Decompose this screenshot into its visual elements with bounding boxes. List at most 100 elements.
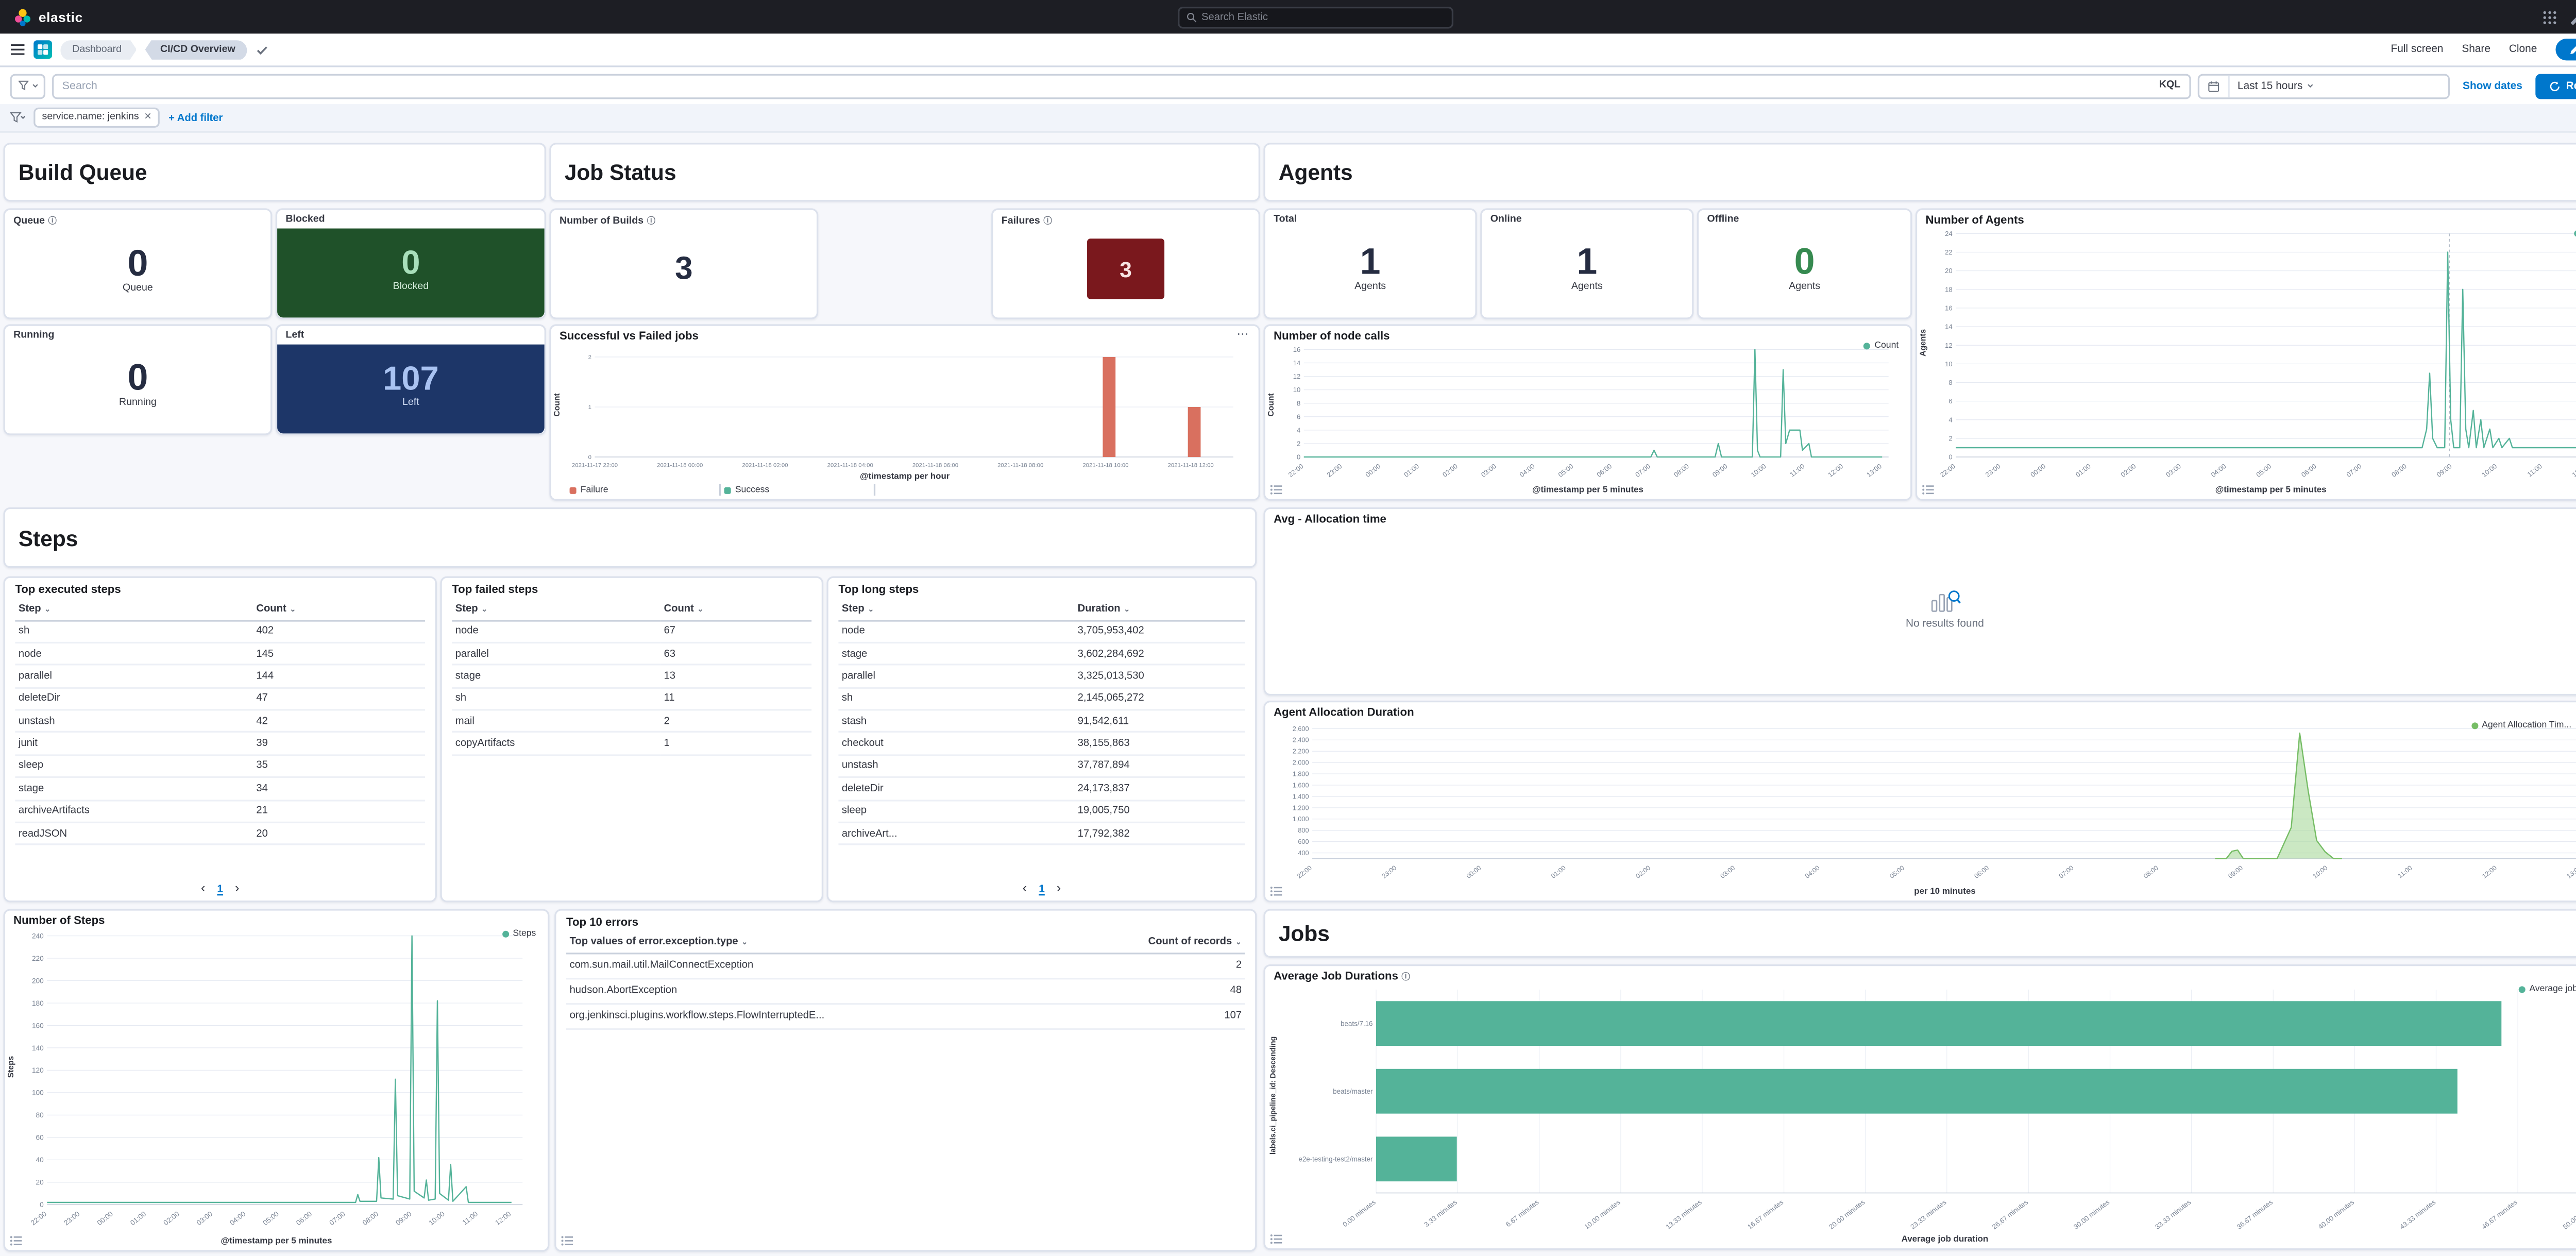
prev-page-icon[interactable]: ‹ — [1022, 880, 1027, 896]
svg-text:16: 16 — [1293, 346, 1301, 353]
menu-icon[interactable] — [10, 42, 25, 57]
panel-top-failed-steps: Top failed steps Step ⌄ Count ⌄ node 67 parall… — [440, 576, 824, 903]
svg-text:09:00: 09:00 — [2227, 864, 2244, 880]
fullscreen-button[interactable]: Full screen — [2391, 43, 2444, 56]
legend-toggle-icon[interactable] — [1270, 483, 1282, 495]
svg-text:06:00: 06:00 — [1973, 864, 1990, 880]
column-header[interactable]: Count ⌄ — [660, 600, 812, 621]
show-dates-button[interactable]: Show dates — [2463, 79, 2522, 92]
column-header[interactable]: Duration ⌄ — [1074, 600, 1245, 621]
svg-text:04:00: 04:00 — [1803, 864, 1821, 880]
svg-text:23.33 minutes: 23.33 minutes — [1909, 1198, 1948, 1231]
info-icon[interactable]: ⓘ — [1043, 216, 1052, 227]
clone-button[interactable]: Clone — [2509, 43, 2537, 56]
search-icon — [1186, 12, 1196, 22]
table-row: junit 39 — [15, 732, 426, 756]
query-language-button[interactable]: KQL — [2159, 80, 2181, 91]
svg-text:05:00: 05:00 — [2255, 462, 2273, 479]
top-executed-table: Step ⌄ Count ⌄ sh 402 node 145 parallel 144 delete… — [15, 600, 426, 846]
legend-item-failure[interactable]: Failure — [566, 484, 721, 496]
svg-text:23:00: 23:00 — [62, 1210, 81, 1227]
filter-options-icon[interactable] — [10, 111, 25, 124]
svg-text:02:00: 02:00 — [162, 1210, 181, 1227]
chart-legend[interactable]: Agent Allocation Tim... 33.611 — [2470, 721, 2576, 731]
column-header[interactable]: Step ⌄ — [15, 600, 253, 621]
legend-item-success[interactable]: Success — [721, 484, 876, 496]
column-header[interactable]: Top values of error.exception.type ⌄ — [566, 932, 1057, 954]
job-durations-chart[interactable]: 0.00 minutes 3.33 minutes 6.67 minutes 10.0… — [1282, 983, 2576, 1234]
table-row: parallel 144 — [15, 665, 426, 688]
panel-title: Number of node calls — [1274, 331, 1390, 343]
elastic-home-link[interactable]: elastic — [13, 8, 83, 26]
number-of-steps-chart[interactable]: 0 20 40 60 80 100 120 140 160 180 200 220 240 22:00 23… — [22, 927, 539, 1235]
chart-legend[interactable]: Agents — [2573, 229, 2576, 239]
chart-legend[interactable]: Count — [1863, 341, 1899, 351]
page-number[interactable]: 1 — [1039, 882, 1045, 895]
table-row: sleep 35 — [15, 755, 426, 778]
breadcrumb-dashboard[interactable]: Dashboard — [60, 40, 137, 60]
svg-text:22:00: 22:00 — [1939, 462, 1957, 479]
pencil-icon — [2570, 46, 2576, 55]
metric-value: 1 — [1360, 240, 1381, 282]
calendar-button[interactable] — [2199, 75, 2229, 97]
svg-text:2021-11-18 00:00: 2021-11-18 00:00 — [657, 463, 703, 469]
refresh-button[interactable]: Refresh — [2535, 73, 2576, 98]
metric-label: Running — [118, 398, 157, 409]
metric-label: Left — [402, 398, 419, 409]
svg-text:07:00: 07:00 — [2345, 462, 2363, 479]
agent-allocation-chart[interactable]: 400 600 800 1,000 1,200 1,400 1,600 1,800 2,000 2… — [1282, 719, 2576, 886]
remove-filter-icon[interactable]: ✕ — [144, 112, 152, 123]
svg-text:800: 800 — [1298, 826, 1309, 834]
info-icon[interactable]: ⓘ — [647, 216, 656, 227]
panel-top-long-steps: Top long steps Step ⌄ Duration ⌄ node 3,705,9… — [826, 576, 1257, 903]
next-page-icon[interactable]: › — [234, 880, 240, 896]
table-row: mail 2 — [452, 709, 812, 734]
table-row: parallel 3,325,013,530 — [838, 665, 1245, 688]
column-header[interactable]: Step ⌄ — [838, 600, 1075, 621]
global-search[interactable] — [1177, 6, 1453, 28]
svg-text:160: 160 — [32, 1022, 44, 1029]
apps-grid-icon[interactable] — [2542, 9, 2557, 24]
filter-pill[interactable]: service.name: jenkins ✕ — [33, 107, 160, 128]
info-icon[interactable]: ⓘ — [1401, 973, 1410, 983]
legend-toggle-icon[interactable] — [10, 1234, 22, 1246]
pagination: ‹ 1 › — [828, 880, 1255, 896]
panel-title: Top executed steps — [15, 584, 121, 597]
prev-page-icon[interactable]: ‹ — [200, 880, 206, 896]
y-axis-title: Count — [553, 394, 562, 417]
panel-average-job-durations: Average Job Durations ⓘ Average job dura… — [1263, 964, 2576, 1250]
column-header[interactable]: Step ⌄ — [452, 600, 661, 621]
edit-button[interactable]: Edit — [2555, 39, 2576, 61]
panel-options-icon[interactable]: ⋯ — [1236, 329, 1250, 342]
table-row: copyArtifacts 1 — [452, 732, 812, 756]
panel-title: Left — [285, 331, 304, 342]
dev-tools-icon[interactable] — [2569, 9, 2576, 25]
dashboard-app-icon[interactable] — [33, 40, 53, 59]
global-header: elastic E — [0, 0, 2576, 34]
share-button[interactable]: Share — [2462, 43, 2490, 56]
svg-text:23:00: 23:00 — [1380, 864, 1398, 880]
legend-toggle-icon[interactable] — [1270, 1232, 1282, 1244]
legend-toggle-icon[interactable] — [1270, 885, 1282, 896]
global-search-input[interactable] — [1201, 11, 1445, 23]
page-number[interactable]: 1 — [217, 882, 224, 895]
svg-text:22: 22 — [1945, 248, 1952, 256]
next-page-icon[interactable]: › — [1056, 880, 1061, 896]
legend-toggle-icon[interactable] — [561, 1234, 573, 1246]
add-filter-button[interactable]: + Add filter — [168, 111, 223, 124]
node-calls-chart[interactable]: 0 2 4 6 8 10 12 14 16 22:00 23:00 00:00 01:00 02:00 03… — [1282, 343, 1902, 485]
svg-text:0.00 minutes: 0.00 minutes — [1341, 1198, 1377, 1228]
column-header[interactable]: Count of records ⌄ — [1057, 932, 1245, 954]
saved-query-menu-button[interactable] — [10, 73, 46, 98]
metric-value-box: 3 — [1087, 239, 1165, 299]
legend-toggle-icon[interactable] — [1922, 483, 1934, 495]
info-icon[interactable]: ⓘ — [48, 216, 57, 227]
chart-legend[interactable]: Steps — [502, 929, 536, 939]
number-of-agents-chart[interactable]: 0 2 4 6 8 10 12 14 16 18 20 22 24 22:00 23:00 00:00 01:0… — [1934, 227, 2576, 485]
time-range-button[interactable]: Last 15 hours — [2229, 80, 2323, 92]
chart-legend[interactable]: Average job duration — [2518, 985, 2576, 995]
y-axis-title: Agents — [1920, 329, 1928, 357]
column-header[interactable]: Count ⌄ — [252, 600, 426, 621]
successful-vs-failed-chart[interactable]: 0 1 2 2021-11-17 22:00 2021-11-18 00:00 2021-… — [568, 343, 1250, 471]
query-input[interactable] — [62, 79, 2153, 92]
